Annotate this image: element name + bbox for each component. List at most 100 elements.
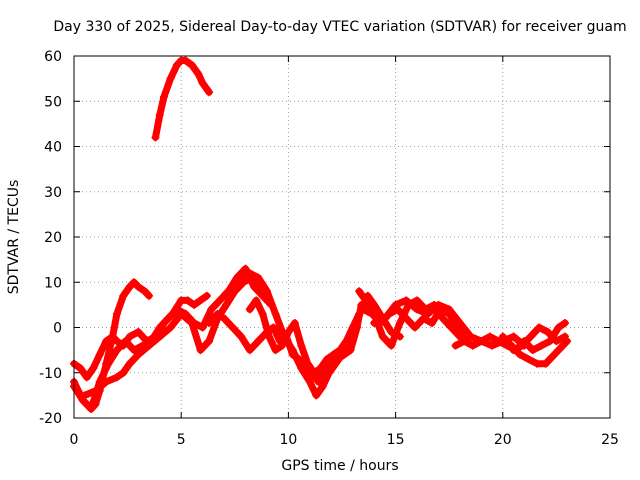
data-point [166,323,175,332]
data-point [252,296,261,305]
data-point [485,332,494,341]
data-point [348,323,357,332]
data-point [220,291,229,300]
data-point [102,337,111,346]
data-point [290,318,299,327]
data-series [70,56,572,413]
data-point [558,341,567,350]
data-point [125,332,134,341]
data-point [413,305,422,314]
data-point [121,337,130,346]
data-point [254,337,263,346]
data-point [402,296,411,305]
y-axis-label: SDTVAR / TECUs [6,180,22,295]
data-point [213,309,222,318]
x-tick-label: 25 [601,432,619,448]
data-point [428,318,437,327]
data-point [537,341,546,350]
y-tick-label: 60 [44,49,62,65]
data-point [125,359,134,368]
data-point [183,296,192,305]
chart-title: Day 330 of 2025, Sidereal Day-to-day VTE… [53,19,626,35]
data-point [87,404,96,413]
data-point [172,61,181,70]
data-point [322,355,331,364]
data-point [207,305,216,314]
data-point [533,359,542,368]
data-point [134,350,143,359]
data-point [181,56,190,65]
data-point [445,305,454,314]
data-point [355,287,364,296]
data-point [316,364,325,373]
data-point [297,341,306,350]
y-tick-label: 50 [44,94,62,110]
y-tick-label: 30 [44,185,62,201]
data-point [250,282,259,291]
series-trace-14 [509,323,569,355]
y-tick-label: 0 [53,321,62,337]
data-point [205,337,214,346]
series-trace-7 [220,269,404,400]
series-trace-1 [151,56,214,142]
data-point [526,332,535,341]
data-point [112,373,121,382]
data-point [477,337,486,346]
data-point [181,309,190,318]
data-point [402,314,411,323]
data-point [215,296,224,305]
data-point [515,350,524,359]
data-point [147,337,156,346]
data-point [155,323,164,332]
data-point [196,296,205,305]
data-point [228,323,237,332]
x-tick-label: 10 [279,432,297,448]
data-point [265,332,274,341]
data-point [82,373,91,382]
data-point [494,337,503,346]
data-point [451,341,460,350]
data-point [258,309,267,318]
data-point [222,300,231,309]
data-point [468,341,477,350]
data-point [112,337,121,346]
data-point [119,368,128,377]
data-point [95,377,104,386]
data-point [245,305,254,314]
data-point [554,323,563,332]
data-point [166,74,175,83]
x-tick-label: 0 [70,432,79,448]
data-point [460,337,469,346]
data-point [284,328,293,337]
data-point [164,314,173,323]
data-point [245,269,254,278]
y-tick-label: -10 [39,366,62,382]
data-point [288,346,297,355]
x-axis-label: GPS time / hours [281,458,398,474]
data-point [359,305,368,314]
data-point [543,328,552,337]
data-point [455,318,464,327]
data-point [387,341,396,350]
data-point [524,355,533,364]
data-point [194,70,203,79]
data-point [342,337,351,346]
data-point [335,346,344,355]
data-point [297,364,306,373]
data-point [205,88,214,97]
plot-frame [73,55,611,419]
data-point [370,318,379,327]
data-point [488,341,497,350]
data-point [410,323,419,332]
data-point [305,377,314,386]
data-point [518,341,527,350]
data-point [277,341,286,350]
data-point [254,273,263,282]
data-point [125,282,134,291]
data-point [78,395,87,404]
data-point [368,309,377,318]
data-point [413,296,422,305]
data-point [205,318,214,327]
x-tick-label: 5 [177,432,186,448]
series-trace-8 [245,296,364,377]
